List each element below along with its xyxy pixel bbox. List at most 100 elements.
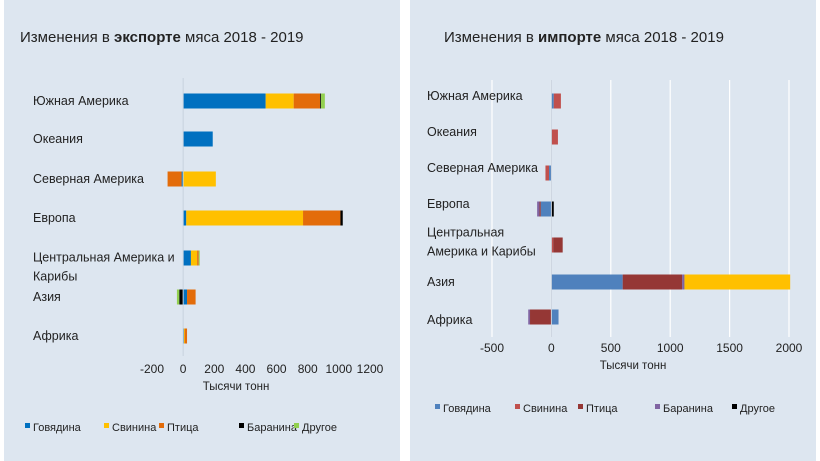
export-tick-label: -200 xyxy=(140,362,164,376)
export-bar-segment xyxy=(190,250,198,266)
export-bar-segment xyxy=(187,289,196,305)
import-legend-swatch xyxy=(515,404,520,409)
import-legend-swatch xyxy=(435,404,440,409)
export-bar-segment xyxy=(265,93,294,109)
import-category-label: Америка и Карибы xyxy=(427,245,536,259)
export-bar-segment xyxy=(179,289,184,305)
import-legend-label: Свинина xyxy=(523,403,568,415)
import-category-label: Южная Америка xyxy=(427,89,523,103)
import-bar-segment xyxy=(553,93,561,109)
export-bar-segment xyxy=(186,210,304,226)
export-category-label: Океания xyxy=(33,132,83,146)
import-bar-segment xyxy=(537,201,540,217)
export-legend-swatch xyxy=(104,423,109,428)
export-category-label: Европа xyxy=(33,211,76,225)
export-legend-swatch xyxy=(159,423,164,428)
import-chart-svg: Южная Америка Океания Северная Америка Евро… xyxy=(427,80,803,415)
import-title-suffix: мяса 2018 - 2019 xyxy=(601,29,724,46)
import-category-label: Европа xyxy=(427,197,470,211)
export-bar-segment xyxy=(293,93,321,109)
export-bar-segment xyxy=(181,171,184,187)
import-tick-label: 1000 xyxy=(657,341,684,355)
export-title-keyword: экспорте xyxy=(114,29,181,46)
export-chart-panel: Изменения в экспорте мяса 2018 - 2019 Юж… xyxy=(4,0,400,461)
import-bar-segment xyxy=(553,237,563,253)
import-legend-label: Птица xyxy=(586,403,618,415)
import-category-label: Азия xyxy=(427,275,455,289)
import-bar-segment xyxy=(530,309,552,325)
export-legend-label: Говядина xyxy=(33,422,82,434)
import-legend-swatch xyxy=(732,404,737,409)
export-axis-label: Тысячи тонн xyxy=(203,381,270,393)
import-bar-segment xyxy=(551,93,554,109)
import-legend-swatch xyxy=(578,404,583,409)
import-category-label: Центральная xyxy=(427,226,504,240)
export-tick-label: 1000 xyxy=(326,362,353,376)
import-bar-segment xyxy=(551,274,623,290)
import-bar-segment xyxy=(545,165,550,181)
import-legend-label: Другое xyxy=(740,403,775,415)
export-category-label: Северная Америка xyxy=(33,172,144,186)
export-tick-label: 800 xyxy=(298,362,318,376)
export-tick-label: 400 xyxy=(235,362,255,376)
import-chart-panel: Изменения в импорте мяса 2018 - 2019 Южн… xyxy=(410,0,816,461)
import-tick-label: 500 xyxy=(601,341,621,355)
import-bar-segment xyxy=(528,309,531,325)
import-bar-segment xyxy=(540,201,552,217)
import-bar-segment xyxy=(551,237,554,253)
export-tick-label: 200 xyxy=(204,362,224,376)
export-bar-segment xyxy=(183,131,213,147)
export-legend-swatch xyxy=(239,423,244,428)
import-title-prefix: Изменения в xyxy=(444,29,539,46)
export-bar-segment xyxy=(183,289,188,305)
import-bar-segment xyxy=(551,129,558,145)
import-chart-title: Изменения в импорте мяса 2018 - 2019 xyxy=(444,29,724,46)
export-bar-segment xyxy=(183,250,191,266)
export-bar-segment xyxy=(303,210,341,226)
import-axis-label: Тысячи тонн xyxy=(600,360,667,372)
export-bar-segment xyxy=(340,210,343,226)
export-bar-segment xyxy=(184,328,188,344)
export-legend-label: Баранина xyxy=(247,422,298,434)
import-category-label: Северная Америка xyxy=(427,161,538,175)
export-legend-swatch xyxy=(25,423,30,428)
import-bar-segment xyxy=(551,309,559,325)
export-title-prefix: Изменения в xyxy=(20,29,115,46)
export-bar-segment xyxy=(197,250,199,266)
import-tick-label: 0 xyxy=(548,341,555,355)
export-bar-segment xyxy=(183,210,187,226)
export-category-label: Южная Америка xyxy=(33,94,129,108)
export-bar-segment xyxy=(183,171,216,187)
export-chart-title: Изменения в экспорте мяса 2018 - 2019 xyxy=(20,29,304,46)
export-category-label: Африка xyxy=(33,329,78,343)
import-bar-segment xyxy=(682,274,685,290)
import-bar-segment xyxy=(622,274,683,290)
import-tick-label: 2000 xyxy=(776,341,803,355)
export-bar-segment xyxy=(183,328,185,344)
export-category-label: Карибы xyxy=(33,270,77,284)
export-legend-swatch xyxy=(294,423,299,428)
export-legend-label: Другое xyxy=(302,422,337,434)
import-bar-segment xyxy=(551,201,554,217)
import-bar-segment xyxy=(684,274,791,290)
export-tick-label: 1200 xyxy=(357,362,384,376)
export-category-label: Центральная Америка и xyxy=(33,251,175,265)
import-legend-label: Говядина xyxy=(443,403,492,415)
export-bar-segment xyxy=(198,250,200,266)
export-legend-label: Свинина xyxy=(112,422,157,434)
import-bar-segment xyxy=(549,165,552,181)
export-bar-segment xyxy=(320,93,322,109)
export-legend-label: Птица xyxy=(167,422,199,434)
export-title-suffix: мяса 2018 - 2019 xyxy=(180,29,304,46)
export-bar-segment xyxy=(183,93,266,109)
import-bar-segment xyxy=(539,201,541,217)
import-tick-label: 1500 xyxy=(716,341,743,355)
export-bar-segment xyxy=(176,289,180,305)
import-legend-label: Баранина xyxy=(663,403,714,415)
export-tick-label: 0 xyxy=(180,362,187,376)
export-bar-segment xyxy=(320,93,325,109)
import-category-label: Африка xyxy=(427,313,472,327)
import-category-label: Океания xyxy=(427,125,477,139)
export-chart-svg: Южная Америка Океания Северная Америка Евро… xyxy=(25,78,384,434)
import-legend-swatch xyxy=(655,404,660,409)
